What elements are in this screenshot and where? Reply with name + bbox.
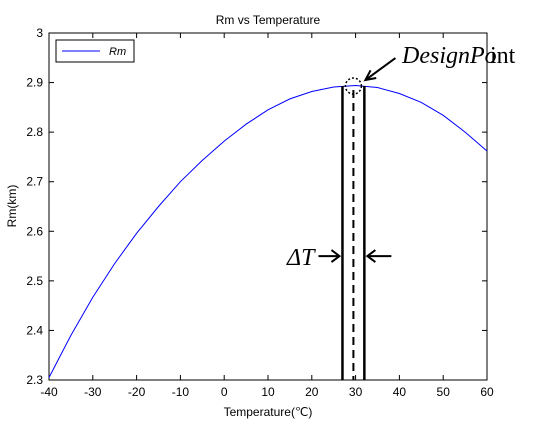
series-line-rm xyxy=(48,84,488,378)
x-tick-label-10: 60 xyxy=(480,385,494,399)
x-tick-label-2: -20 xyxy=(128,385,146,399)
x-tick-label-5: 10 xyxy=(261,385,275,399)
series-layer xyxy=(48,84,488,378)
delta-right-arrow-head xyxy=(365,249,376,263)
x-tick-label-4: 0 xyxy=(221,385,228,399)
design-point-label-suffix: int xyxy=(490,43,516,69)
y-tick-label-5: 2.8 xyxy=(26,125,43,139)
delta-left-arrow-head xyxy=(330,249,342,263)
x-tick-label-8: 40 xyxy=(393,385,407,399)
legend: Rm xyxy=(55,39,135,63)
design-point-arrow-head xyxy=(363,69,377,82)
x-axis-ticks: -40 -30 -20 -10 0 10 20 30 40 50 60 xyxy=(40,33,494,399)
design-point-label: DesignPo xyxy=(401,43,497,69)
chart-title: Rm vs Temperature xyxy=(216,13,321,27)
x-tick-label-6: 20 xyxy=(305,385,319,399)
y-axis-label: Rm(km) xyxy=(5,185,19,228)
y-tick-label-6: 2.9 xyxy=(26,76,43,90)
x-axis-label: Temperature(℃) xyxy=(224,405,313,419)
x-tick-label-0: -40 xyxy=(40,385,58,399)
y-tick-label-3: 2.6 xyxy=(26,224,43,238)
legend-entry-rm: Rm xyxy=(109,46,126,58)
x-tick-label-7: 30 xyxy=(349,385,363,399)
design-point-arrow-shaft xyxy=(364,57,397,81)
y-tick-label-0: 2.3 xyxy=(26,373,43,387)
y-tick-label-1: 2.4 xyxy=(26,323,43,337)
y-axis-ticks: 2.3 2.4 2.5 2.6 2.7 2.8 2.9 3 xyxy=(26,26,487,387)
x-tick-label-9: 50 xyxy=(437,385,451,399)
y-tick-label-7: 3 xyxy=(36,26,43,40)
y-tick-label-4: 2.7 xyxy=(26,175,43,189)
x-tick-label-3: -10 xyxy=(172,385,190,399)
y-tick-label-2: 2.5 xyxy=(26,274,43,288)
delta-t-label: ΔT xyxy=(286,245,316,271)
design-point-marker xyxy=(344,77,363,95)
x-tick-label-1: -30 xyxy=(84,385,102,399)
plot-area xyxy=(48,32,488,381)
